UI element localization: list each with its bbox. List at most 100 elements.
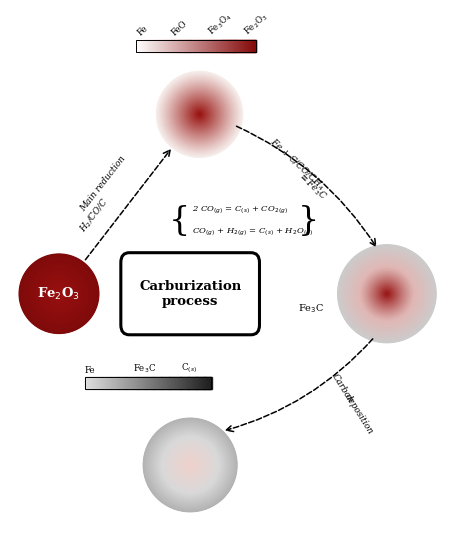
Bar	[183, 40, 184, 52]
Bar	[154, 40, 155, 52]
Bar	[170, 40, 171, 52]
Bar	[95, 377, 96, 389]
Bar	[125, 377, 126, 389]
Ellipse shape	[50, 284, 68, 303]
Bar	[197, 377, 198, 389]
Ellipse shape	[341, 248, 432, 339]
Bar	[120, 377, 121, 389]
Ellipse shape	[168, 82, 231, 146]
Ellipse shape	[173, 88, 226, 141]
Ellipse shape	[164, 79, 234, 149]
Ellipse shape	[178, 93, 221, 136]
Ellipse shape	[172, 87, 227, 142]
Bar	[215, 40, 216, 52]
Bar	[161, 377, 162, 389]
Bar	[170, 377, 171, 389]
Bar	[98, 377, 99, 389]
Ellipse shape	[363, 270, 411, 318]
Bar	[86, 377, 87, 389]
Ellipse shape	[170, 445, 210, 485]
Ellipse shape	[158, 73, 241, 156]
Bar	[232, 40, 233, 52]
Ellipse shape	[172, 87, 227, 141]
Ellipse shape	[57, 292, 61, 295]
Ellipse shape	[347, 254, 427, 333]
Bar	[89, 377, 90, 389]
Ellipse shape	[182, 457, 198, 473]
Ellipse shape	[172, 87, 228, 142]
Ellipse shape	[23, 258, 95, 330]
Bar	[155, 377, 156, 389]
Ellipse shape	[162, 77, 237, 152]
Bar	[205, 40, 206, 52]
Ellipse shape	[27, 262, 91, 326]
Bar	[152, 40, 153, 52]
Bar	[178, 377, 179, 389]
Ellipse shape	[169, 83, 230, 145]
Bar	[155, 40, 156, 52]
Bar	[124, 377, 125, 389]
Bar	[157, 377, 158, 389]
Bar	[147, 377, 148, 389]
Ellipse shape	[145, 420, 235, 509]
Bar	[210, 40, 211, 52]
Ellipse shape	[380, 287, 393, 300]
Bar	[248, 40, 249, 52]
Bar	[237, 40, 238, 52]
Bar	[193, 377, 194, 389]
Bar	[211, 377, 212, 389]
Bar	[192, 40, 193, 52]
Ellipse shape	[164, 78, 236, 150]
Bar	[144, 377, 145, 389]
Bar	[96, 377, 97, 389]
Ellipse shape	[339, 246, 435, 341]
Ellipse shape	[368, 275, 405, 312]
Bar	[168, 40, 169, 52]
Ellipse shape	[47, 282, 71, 306]
Bar	[99, 377, 100, 389]
Bar	[144, 40, 145, 52]
Bar	[156, 40, 157, 52]
Bar	[134, 377, 135, 389]
Bar	[131, 377, 132, 389]
Ellipse shape	[178, 453, 202, 477]
Bar	[184, 40, 185, 52]
Ellipse shape	[168, 83, 231, 146]
Bar	[179, 377, 180, 389]
Ellipse shape	[365, 272, 409, 316]
Ellipse shape	[176, 450, 205, 479]
Ellipse shape	[338, 245, 436, 342]
Bar	[179, 40, 180, 52]
Bar	[161, 377, 162, 389]
Ellipse shape	[197, 112, 201, 116]
Bar	[181, 40, 182, 52]
Ellipse shape	[168, 443, 212, 487]
Ellipse shape	[41, 276, 77, 311]
Bar	[208, 377, 209, 389]
Bar	[166, 377, 167, 389]
Ellipse shape	[181, 95, 218, 133]
Ellipse shape	[35, 270, 83, 317]
Ellipse shape	[346, 253, 428, 335]
Ellipse shape	[165, 81, 234, 148]
Bar	[248, 40, 249, 52]
Bar	[246, 40, 247, 52]
Ellipse shape	[181, 455, 200, 474]
Bar	[184, 377, 185, 389]
Ellipse shape	[152, 426, 229, 503]
Bar	[234, 40, 235, 52]
Ellipse shape	[341, 248, 433, 339]
Ellipse shape	[176, 92, 222, 137]
Ellipse shape	[186, 101, 213, 128]
Bar	[164, 377, 165, 389]
Bar	[116, 377, 117, 389]
Text: }: }	[298, 205, 319, 237]
Ellipse shape	[25, 260, 93, 327]
Bar	[97, 377, 98, 389]
Bar	[185, 40, 186, 52]
Ellipse shape	[164, 79, 235, 150]
Ellipse shape	[46, 282, 72, 306]
Ellipse shape	[51, 286, 67, 302]
Bar	[217, 40, 218, 52]
Ellipse shape	[383, 290, 390, 297]
